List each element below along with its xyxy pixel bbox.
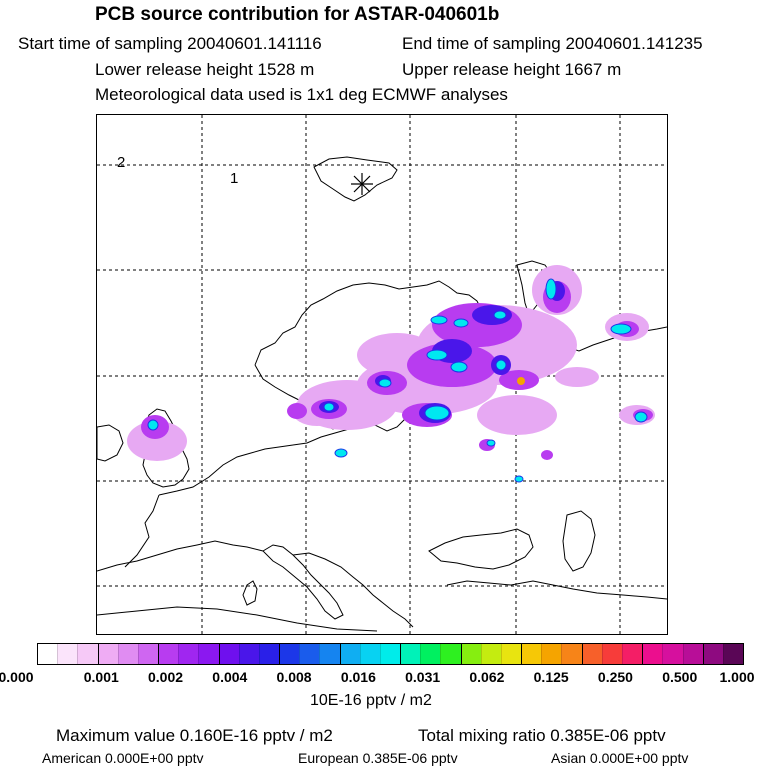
upper-height-label: Upper release height 1667 m xyxy=(402,60,622,79)
colorbar-segment xyxy=(682,644,703,664)
colorbar-segment xyxy=(662,644,683,664)
trajectory-marker-1: 1 xyxy=(230,170,238,187)
total-mixing-label: Total mixing ratio 0.385E-06 pptv xyxy=(418,726,666,745)
colorbar-tick-label: 0.062 xyxy=(469,669,505,685)
colorbar-tick-label: 0.500 xyxy=(662,669,698,685)
colorbar-segment xyxy=(258,644,280,664)
colorbar-tick-label: 0.031 xyxy=(405,669,441,685)
colorbar-tick-label: 0.001 xyxy=(83,669,119,685)
colorbar-segment xyxy=(97,644,118,664)
colorbar-segment xyxy=(158,644,179,664)
start-time-label: Start time of sampling 20040601.141116 xyxy=(18,34,322,53)
colorbar-segment xyxy=(38,644,58,664)
colorbar-segment xyxy=(581,644,602,664)
maximum-value-label: Maximum value 0.160E-16 pptv / m2 xyxy=(56,726,333,745)
colorbar-tick-label: 0.000 xyxy=(0,669,34,685)
map-panel: 2 1 xyxy=(96,114,668,635)
colorbar xyxy=(37,643,744,665)
colorbar-segment xyxy=(359,644,380,664)
asian-contribution: Asian 0.000E+00 pptv xyxy=(551,750,689,766)
colorbar-segment xyxy=(561,644,582,664)
colorbar-segment xyxy=(319,644,340,664)
colorbar-segment xyxy=(541,644,562,664)
release-site-marker xyxy=(351,173,373,195)
colorbar-units: 10E-16 pptv / m2 xyxy=(310,692,432,709)
trajectory-marker-2: 2 xyxy=(117,154,125,171)
colorbar-segment xyxy=(642,644,663,664)
colorbar-segment xyxy=(77,644,98,664)
colorbar-segment xyxy=(722,644,744,664)
colorbar-segment xyxy=(400,644,421,664)
colorbar-segment xyxy=(117,644,138,664)
colorbar-tick-label: 0.008 xyxy=(276,669,312,685)
plume-cyan-layer xyxy=(147,278,648,483)
colorbar-segment xyxy=(460,644,481,664)
european-contribution: European 0.385E-06 pptv xyxy=(298,750,458,766)
end-time-label: End time of sampling 20040601.141235 xyxy=(402,34,703,53)
plume-light-layer xyxy=(127,265,655,461)
colorbar-segment xyxy=(137,644,159,664)
colorbar-tick-label: 0.002 xyxy=(148,669,184,685)
colorbar-segment xyxy=(702,644,723,664)
colorbar-segment xyxy=(339,644,360,664)
colorbar-segment xyxy=(379,644,401,664)
colorbar-tick-label: 1.000 xyxy=(719,669,755,685)
colorbar-segment xyxy=(299,644,320,664)
colorbar-tick-label: 0.016 xyxy=(340,669,376,685)
colorbar-segment xyxy=(238,644,259,664)
colorbar-segment xyxy=(198,644,219,664)
colorbar-segment xyxy=(500,644,522,664)
colorbar-segment xyxy=(57,644,78,664)
map-title: PCB source contribution for ASTAR-040601… xyxy=(95,4,500,25)
colorbar-segment xyxy=(218,644,239,664)
colorbar-segment xyxy=(279,644,300,664)
colorbar-segment xyxy=(178,644,199,664)
met-data-label: Meteorological data used is 1x1 deg ECMW… xyxy=(95,85,508,104)
colorbar-segment xyxy=(521,644,542,664)
american-contribution: American 0.000E+00 pptv xyxy=(42,750,204,766)
lower-height-label: Lower release height 1528 m xyxy=(95,60,315,79)
colorbar-tick-label: 0.250 xyxy=(597,669,633,685)
colorbar-segment xyxy=(440,644,461,664)
map-canvas: 2 1 xyxy=(97,115,667,634)
plume-maximum xyxy=(517,377,525,385)
colorbar-segment xyxy=(621,644,643,664)
plume-areas xyxy=(127,265,655,483)
colorbar-tick-label: 0.004 xyxy=(212,669,248,685)
colorbar-segment xyxy=(601,644,622,664)
colorbar-segment xyxy=(420,644,441,664)
colorbar-tick-label: 0.125 xyxy=(533,669,569,685)
colorbar-segment xyxy=(480,644,501,664)
